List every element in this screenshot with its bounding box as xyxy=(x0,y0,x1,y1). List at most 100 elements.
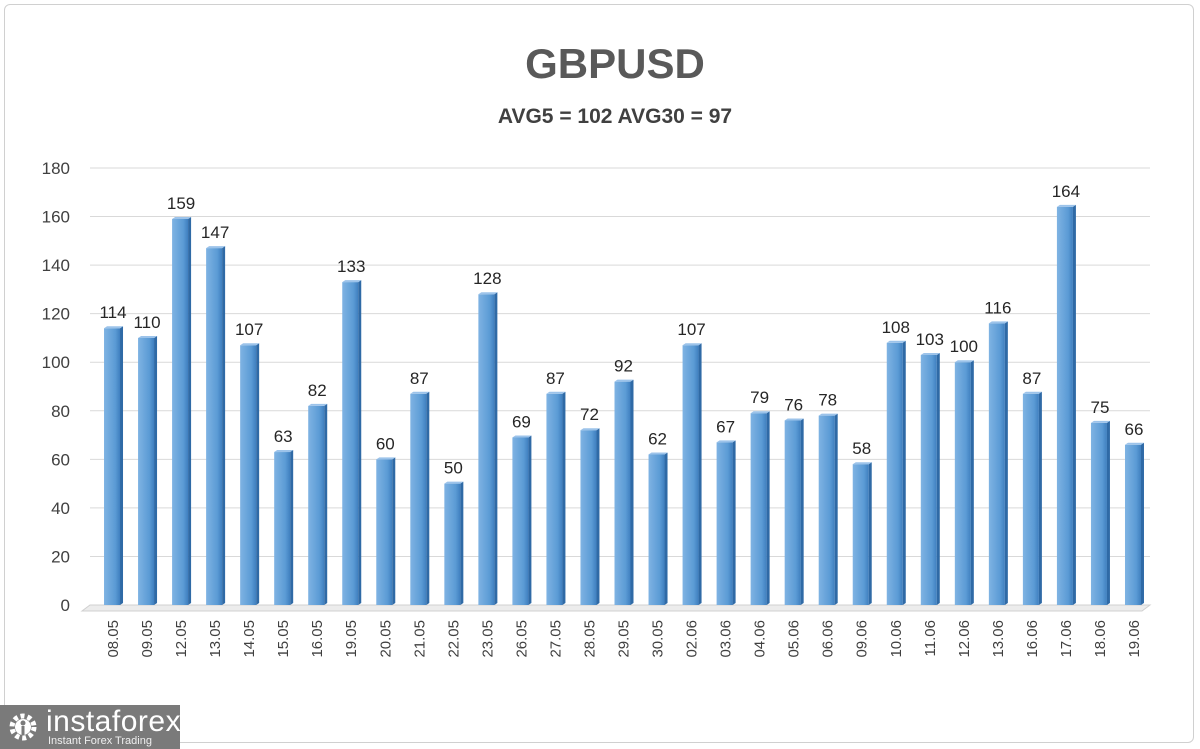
bar xyxy=(342,282,359,605)
bar xyxy=(138,337,155,605)
bar xyxy=(410,393,427,605)
bar xyxy=(104,328,121,605)
x-tick-label: 09.06 xyxy=(854,620,871,658)
data-label: 159 xyxy=(167,194,195,213)
bar xyxy=(206,248,223,605)
bar xyxy=(308,405,325,605)
bar-top xyxy=(478,292,498,295)
bar-top xyxy=(954,360,974,363)
bar xyxy=(988,323,1005,605)
y-tick-label: 160 xyxy=(42,208,70,227)
bar-side xyxy=(528,435,532,605)
data-label: 50 xyxy=(444,459,463,478)
y-tick-label: 60 xyxy=(51,450,70,469)
bar-side xyxy=(494,292,498,605)
bar-top xyxy=(750,411,770,414)
bar xyxy=(512,437,529,605)
bar xyxy=(444,483,461,605)
x-tick-label: 09.05 xyxy=(139,620,156,658)
data-label: 63 xyxy=(274,427,293,446)
x-tick-label: 12.06 xyxy=(956,620,973,658)
bar-side xyxy=(324,403,328,605)
bar-side xyxy=(1072,204,1076,605)
x-tick-label: 16.06 xyxy=(1024,620,1041,658)
data-label: 87 xyxy=(546,369,565,388)
data-label: 107 xyxy=(235,320,263,339)
bar-side xyxy=(154,335,158,605)
data-label: 75 xyxy=(1090,398,1109,417)
bar xyxy=(546,393,563,605)
data-label: 82 xyxy=(308,381,327,400)
data-label: 76 xyxy=(784,395,803,414)
bar-top xyxy=(886,340,906,343)
chart-title: GBPUSD xyxy=(525,40,705,87)
bar-side xyxy=(426,391,430,605)
x-tick-label: 04.06 xyxy=(752,620,769,658)
x-tick-label: 03.06 xyxy=(718,620,735,658)
bar-top xyxy=(1056,204,1076,207)
bar-top xyxy=(138,335,158,338)
data-label: 92 xyxy=(614,357,633,376)
bar-side xyxy=(698,343,702,605)
data-label: 62 xyxy=(648,429,667,448)
x-tick-label: 19.06 xyxy=(1126,620,1143,658)
bar-top xyxy=(920,352,940,355)
data-label: 78 xyxy=(818,391,837,410)
bar-top xyxy=(580,428,600,431)
bar-side xyxy=(392,457,396,605)
bar xyxy=(478,294,495,605)
bar xyxy=(172,218,189,605)
bar-top xyxy=(1124,442,1144,445)
bar-side xyxy=(1106,420,1110,605)
x-tick-label: 13.06 xyxy=(990,620,1007,658)
x-tick-label: 16.05 xyxy=(309,620,326,658)
x-tick-label: 14.05 xyxy=(241,620,258,658)
bar-side xyxy=(188,216,192,605)
x-tick-label: 30.05 xyxy=(650,620,667,658)
bar xyxy=(376,459,393,605)
y-tick-label: 100 xyxy=(42,353,70,372)
data-label: 110 xyxy=(133,313,160,332)
data-label: 164 xyxy=(1052,182,1080,201)
logo-tagline: Instant Forex Trading xyxy=(48,735,152,747)
x-tick-label: 12.05 xyxy=(173,620,190,658)
data-label: 72 xyxy=(580,405,599,424)
bar-top xyxy=(444,481,464,484)
bar xyxy=(1090,422,1107,605)
bar-top xyxy=(1090,420,1110,423)
bar-top xyxy=(410,391,430,394)
x-tick-label: 18.06 xyxy=(1092,620,1109,658)
bar-side xyxy=(290,450,294,605)
bar-top xyxy=(206,246,226,249)
instaforex-logo: instaforex Instant Forex Trading xyxy=(0,705,181,749)
data-label: 107 xyxy=(677,320,705,339)
data-label: 114 xyxy=(99,303,126,322)
bar-top xyxy=(172,216,192,219)
y-tick-label: 180 xyxy=(42,159,70,178)
bar xyxy=(648,454,665,605)
bar-side xyxy=(732,440,736,605)
bar-side xyxy=(256,343,260,605)
bar xyxy=(852,464,869,605)
bar xyxy=(716,442,733,605)
bar xyxy=(1056,206,1073,605)
chart-subtitle: AVG5 = 102 AVG30 = 97 xyxy=(497,105,733,128)
bar-top xyxy=(376,457,396,460)
bar-top xyxy=(682,343,702,346)
gear-icon xyxy=(9,713,37,741)
bar-side xyxy=(664,452,668,605)
x-tick-label: 13.05 xyxy=(207,620,224,658)
y-tick-label: 140 xyxy=(42,256,70,275)
bar xyxy=(240,345,257,605)
bar xyxy=(580,430,597,605)
bar-side xyxy=(460,481,464,605)
bar-top xyxy=(308,403,328,406)
data-label: 79 xyxy=(750,388,769,407)
y-tick-label: 120 xyxy=(42,305,70,324)
bar-side xyxy=(630,379,634,605)
data-label: 67 xyxy=(716,417,735,436)
data-label: 103 xyxy=(916,330,944,349)
bar xyxy=(818,415,835,605)
x-tick-label: 19.05 xyxy=(343,620,360,658)
